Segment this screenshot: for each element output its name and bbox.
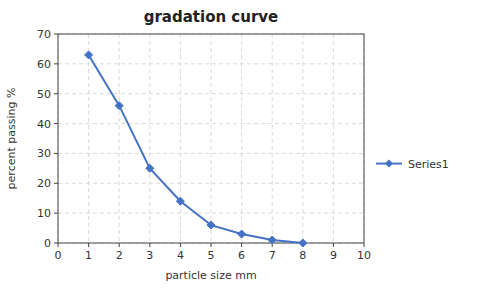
x-tick-label: 1 xyxy=(85,249,92,262)
x-tick-label: 10 xyxy=(357,249,371,262)
x-tick xyxy=(149,243,150,247)
y-axis-label: percent passing % xyxy=(5,88,18,190)
x-grid-line xyxy=(241,34,242,243)
y-grid-line xyxy=(58,183,364,184)
y-tick xyxy=(54,123,58,124)
x-tick-label: 0 xyxy=(55,249,62,262)
chart-container: 0 1 2 3 4 5 6 7 8 9 10 0 10 20 30 40 50 60 70 gradation cur… xyxy=(0,0,482,289)
x-tick xyxy=(241,243,242,247)
x-grid-line xyxy=(119,34,120,243)
x-tick xyxy=(211,243,212,247)
x-tick xyxy=(58,243,59,247)
plot-frame xyxy=(58,34,364,243)
x-grid-line xyxy=(149,34,150,243)
x-grid-line xyxy=(211,34,212,243)
background xyxy=(0,0,482,289)
y-tick-label: 30 xyxy=(37,147,51,160)
y-tick-label: 0 xyxy=(44,237,51,250)
data-layer xyxy=(85,51,307,247)
series-marker xyxy=(115,102,123,110)
x-tick-label: 5 xyxy=(208,249,215,262)
x-tick xyxy=(119,243,120,247)
x-tick-label: 4 xyxy=(177,249,184,262)
y-grid-line xyxy=(58,123,364,124)
x-grid-line xyxy=(180,34,181,243)
grid xyxy=(58,34,364,243)
series-marker xyxy=(299,239,307,247)
x-grid-line xyxy=(88,34,89,243)
y-tick xyxy=(54,63,58,64)
x-tick-label: 2 xyxy=(116,249,123,262)
x-axis-label: particle size mm xyxy=(165,269,256,282)
y-tick-label: 20 xyxy=(37,177,51,190)
y-grid-line xyxy=(58,93,364,94)
y-grid-line xyxy=(58,63,364,64)
y-tick-label: 40 xyxy=(37,118,51,131)
series-marker xyxy=(238,230,246,238)
y-grid-line xyxy=(58,213,364,214)
chart: 0 1 2 3 4 5 6 7 8 9 10 0 10 20 30 40 50 60 70 gradation cur… xyxy=(0,0,482,289)
legend: Series1 xyxy=(376,158,449,171)
x-grid-line xyxy=(333,34,334,243)
series-marker xyxy=(207,221,215,229)
series-marker xyxy=(268,236,276,244)
x-tick xyxy=(333,243,334,247)
chart-title: gradation curve xyxy=(144,8,279,26)
y-tick-label: 10 xyxy=(37,207,51,220)
y-tick xyxy=(54,213,58,214)
axes: 0 1 2 3 4 5 6 7 8 9 10 0 10 20 30 40 50 60 70 xyxy=(37,28,371,262)
y-tick xyxy=(54,243,58,244)
x-tick xyxy=(180,243,181,247)
y-tick-label: 70 xyxy=(37,28,51,41)
x-tick-label: 6 xyxy=(238,249,245,262)
series-line xyxy=(89,55,303,243)
x-tick-label: 9 xyxy=(330,249,337,262)
y-tick-label: 50 xyxy=(37,88,51,101)
x-tick xyxy=(364,243,365,247)
y-grid-line xyxy=(58,153,364,154)
x-grid-line xyxy=(302,34,303,243)
series-marker xyxy=(85,51,93,59)
legend-label: Series1 xyxy=(408,158,449,171)
x-tick-label: 3 xyxy=(146,249,153,262)
x-grid-line xyxy=(272,34,273,243)
y-tick xyxy=(54,93,58,94)
x-tick xyxy=(88,243,89,247)
x-tick-label: 8 xyxy=(299,249,306,262)
x-tick-label: 7 xyxy=(269,249,276,262)
y-tick xyxy=(54,153,58,154)
series-marker xyxy=(176,197,184,205)
y-tick xyxy=(54,34,58,35)
y-tick-label: 60 xyxy=(37,58,51,71)
series-marker xyxy=(146,164,154,172)
legend-marker xyxy=(385,160,393,168)
y-tick xyxy=(54,183,58,184)
